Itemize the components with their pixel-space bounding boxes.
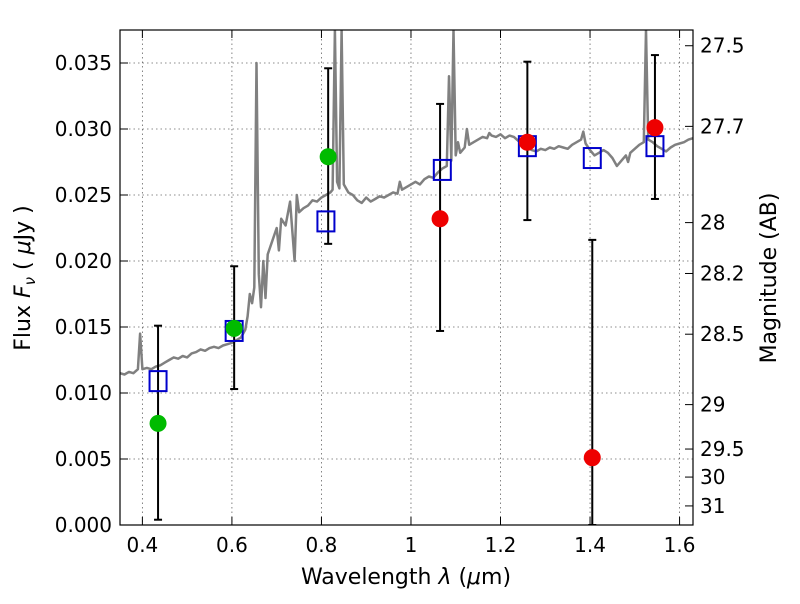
x-tick-label: 0.6 xyxy=(216,533,248,557)
x-tick-label: 0.8 xyxy=(306,533,338,557)
x-tick-label: 1.6 xyxy=(664,533,696,557)
y-tick-label: 0.035 xyxy=(55,51,112,75)
y-axis-ticks: 0.000 0.005 0.010 0.015 0.020 0.025 0.030 0.035 xyxy=(55,51,128,537)
y2-tick-label: 27.7 xyxy=(700,114,745,138)
x-tick-label: 1.2 xyxy=(485,533,517,557)
grid-lines xyxy=(120,30,693,526)
y-tick-label: 0.020 xyxy=(55,249,112,273)
y2-axis-ticks: 27.5 27.7 28 28.2 28.5 29 29.5 30 31 xyxy=(685,34,745,518)
observed-flux-point xyxy=(583,449,601,467)
x-tick-label: 1 xyxy=(405,533,418,557)
y2-tick-label: 29 xyxy=(700,393,725,417)
x-axis-label: Wavelength λ (μm) xyxy=(301,565,511,590)
y2-tick-label: 27.5 xyxy=(700,34,745,58)
model-photometry-point xyxy=(316,210,336,233)
y-tick-label: 0.030 xyxy=(55,117,112,141)
model-photometry-point xyxy=(432,158,452,181)
x-tick-label: 0.4 xyxy=(126,533,158,557)
model-spectrum-line xyxy=(120,30,693,376)
plot-area xyxy=(120,30,693,525)
x-axis-ticks: 0.4 0.6 0.8 1 1.2 1.4 1.6 xyxy=(126,30,695,557)
x-tick-label: 1.4 xyxy=(574,533,606,557)
y2-tick-label: 28.2 xyxy=(700,261,745,285)
y-tick-label: 0.025 xyxy=(55,183,112,207)
observed-flux-point xyxy=(518,133,536,151)
observed-flux-point xyxy=(225,319,243,337)
plot-frame xyxy=(119,29,694,526)
y2-tick-label: 28 xyxy=(700,211,725,235)
model-photometry-point xyxy=(582,147,602,170)
y2-tick-label: 28.5 xyxy=(700,322,745,346)
y2-tick-label: 30 xyxy=(700,465,725,489)
y-tick-label: 0.005 xyxy=(55,447,112,471)
y-tick-label: 0.000 xyxy=(55,513,112,537)
observed-flux-point xyxy=(431,210,449,228)
y-tick-label: 0.015 xyxy=(55,315,112,339)
observed-flux-point xyxy=(646,119,664,137)
y2-axis-label: Magnitude (AB) xyxy=(757,193,782,364)
observed-flux-point xyxy=(149,414,167,432)
y2-tick-label: 31 xyxy=(700,494,725,518)
y-axis-label: Flux Fν ( μJy ) xyxy=(11,205,39,350)
y-tick-label: 0.010 xyxy=(55,381,112,405)
observed-flux-point xyxy=(319,148,337,166)
model-photometry-point xyxy=(148,370,168,393)
y2-tick-label: 29.5 xyxy=(700,437,745,461)
